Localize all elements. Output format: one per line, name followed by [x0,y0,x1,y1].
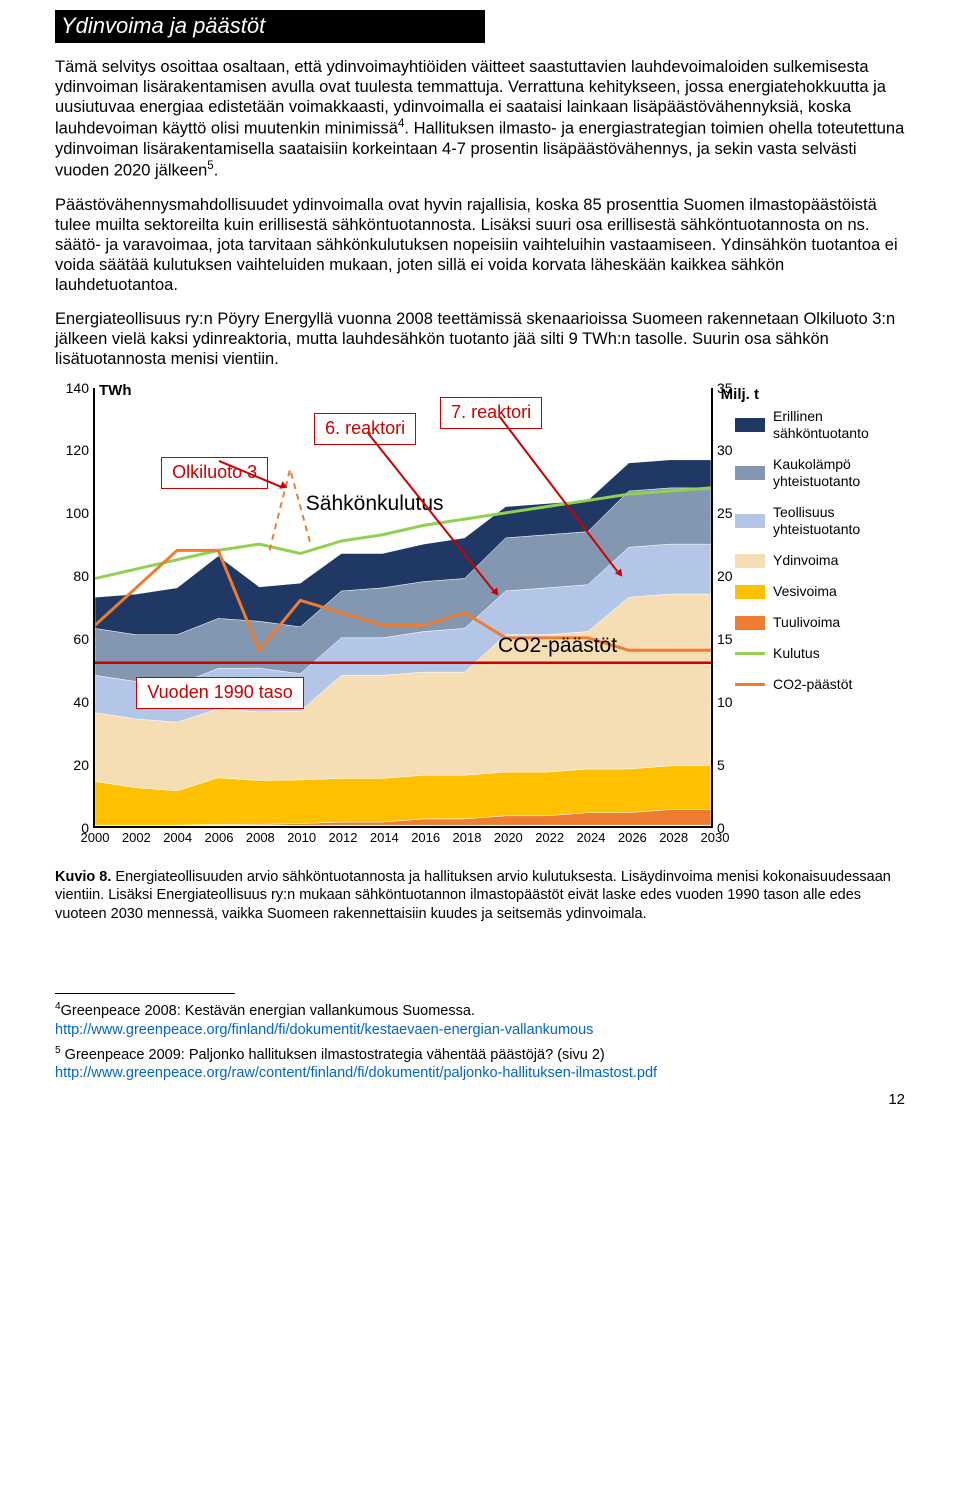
fn4-text: Greenpeace 2008: Kestävän energian valla… [61,1003,475,1019]
chart-svg [95,388,711,825]
x-tick: 2008 [246,830,275,846]
legend-label: Vesivoima [773,583,837,600]
x-tick: 2030 [701,830,730,846]
x-tick: 2018 [453,830,482,846]
chart-annotation: CO2-päästöt [498,633,617,659]
legend-item: Teollisuus yhteistuotanto [735,504,905,538]
footnote-separator [55,993,235,994]
legend-label: Kaukolämpö yhteistuotanto [773,456,905,490]
chart-annotation: Vuoden 1990 taso [136,677,303,709]
x-tick: 2010 [287,830,316,846]
legend-item: Ydinvoima [735,552,905,569]
x-tick: 2002 [122,830,151,846]
y-left-tick: 120 [63,442,89,459]
paragraph-1: Tämä selvitys osoittaa osaltaan, että yd… [55,57,905,181]
legend-swatch-icon [735,514,765,528]
legend-swatch-icon [735,616,765,630]
section-heading: Ydinvoima ja päästöt [55,10,485,43]
legend-line-icon [735,683,765,686]
fn4-link[interactable]: http://www.greenpeace.org/finland/fi/dok… [55,1022,593,1038]
caption-rest: Energiateollisuuden arvio sähköntuotanno… [55,869,891,922]
figure-caption: Kuvio 8. Energiateollisuuden arvio sähkö… [55,868,905,924]
p1-c: . [214,161,219,179]
x-tick: 2006 [205,830,234,846]
x-tick: 2028 [659,830,688,846]
chart-plot-area: Milj. t 02040608010012014005101520253035… [93,388,713,828]
y-left-tick: 20 [63,757,89,774]
legend-label: Kulutus [773,645,820,662]
page-number: 12 [55,1091,905,1109]
caption-bold: Kuvio 8. [55,869,111,885]
paragraph-2: Päästövähennysmahdollisuudet ydinvoimall… [55,195,905,296]
legend-label: Erillinen sähköntuotanto [773,408,905,442]
legend-line-icon [735,652,765,655]
legend-item: Vesivoima [735,583,905,600]
x-tick: 2024 [577,830,606,846]
y-left-tick: 40 [63,694,89,711]
y-left-tick: 80 [63,568,89,585]
legend-item: Erillinen sähköntuotanto [735,408,905,442]
x-tick: 2016 [411,830,440,846]
legend-item: Kaukolämpö yhteistuotanto [735,456,905,490]
footnote-4: 4Greenpeace 2008: Kestävän energian vall… [55,1000,905,1040]
y-right-tick: 35 [717,380,743,397]
y-left-tick: 140 [63,380,89,397]
y-left-tick: 60 [63,631,89,648]
x-tick: 2012 [329,830,358,846]
legend-swatch-icon [735,466,765,480]
legend-swatch-icon [735,418,765,432]
x-tick: 2000 [81,830,110,846]
y-left-tick: 100 [63,505,89,522]
legend-label: Ydinvoima [773,552,838,569]
legend-label: Teollisuus yhteistuotanto [773,504,905,538]
x-tick: 2014 [370,830,399,846]
x-tick: 2026 [618,830,647,846]
x-tick: 2022 [535,830,564,846]
legend-item: Kulutus [735,645,905,662]
legend-swatch-icon [735,585,765,599]
chart-legend: Erillinen sähköntuotanto Kaukolämpö yhtei… [735,408,905,708]
x-tick: 2004 [163,830,192,846]
legend-item: CO2-päästöt [735,676,905,693]
footnote-5: 5 Greenpeace 2009: Paljonko hallituksen … [55,1044,905,1084]
fn5-text: Greenpeace 2009: Paljonko hallituksen il… [61,1047,605,1063]
figure-8-chart: TWh Milj. t 0204060801001201400510152025… [55,384,905,864]
fn5-link[interactable]: http://www.greenpeace.org/raw/content/fi… [55,1065,657,1081]
legend-item: Tuulivoima [735,614,905,631]
legend-label: CO2-päästöt [773,676,852,693]
chart-annotation: 6. reaktori [314,413,416,445]
y-right-tick: 5 [717,757,743,774]
chart-annotation: 7. reaktori [440,397,542,429]
legend-swatch-icon [735,554,765,568]
x-tick: 2020 [494,830,523,846]
paragraph-3: Energiateollisuus ry:n Pöyry Energyllä v… [55,309,905,369]
legend-label: Tuulivoima [773,614,840,631]
